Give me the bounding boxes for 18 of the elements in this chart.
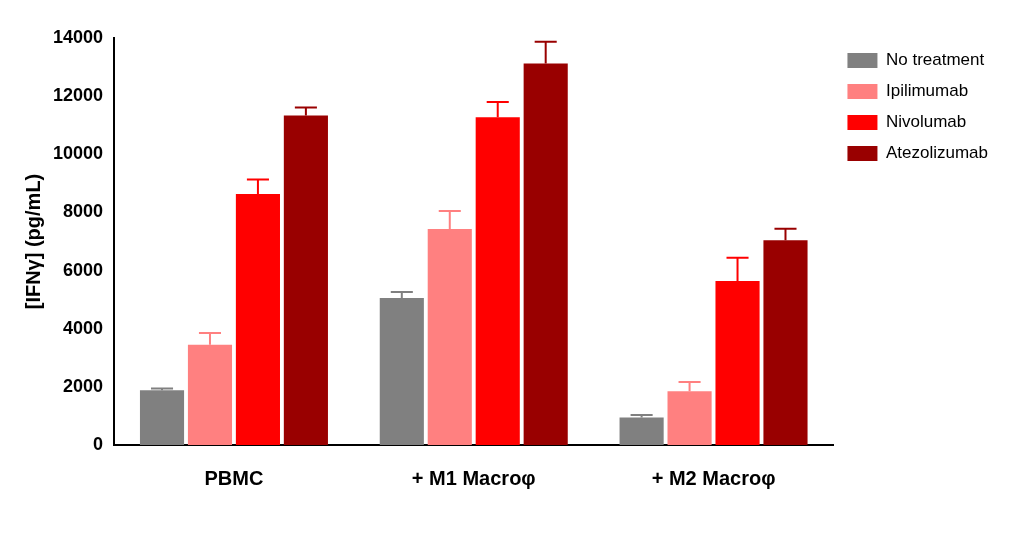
legend-label: Ipilimumab [885,81,969,101]
y-tick-label: 2000 [63,375,104,396]
x-tick-label: + M1 Macroφ [411,466,536,489]
y-tick-label: 0 [93,433,104,454]
bar [619,417,664,445]
legend-label: No treatment [885,50,985,70]
legend-label: Nivolumab [885,112,967,132]
legend-label: Atezolizumab [885,143,989,163]
y-tick-label: 14000 [52,26,104,47]
y-tick-label: 6000 [63,259,104,280]
x-tick-label: PBMC [204,466,264,489]
y-tick-label: 8000 [63,201,104,222]
bar [139,390,185,445]
y-tick-label: 12000 [52,85,104,106]
x-tick-label: + M2 Macroφ [651,466,776,489]
y-tick-label: 10000 [52,143,104,164]
y-axis-title: [IFNγ] (pg/mL) [21,173,44,310]
y-tick-label: 4000 [63,317,104,338]
